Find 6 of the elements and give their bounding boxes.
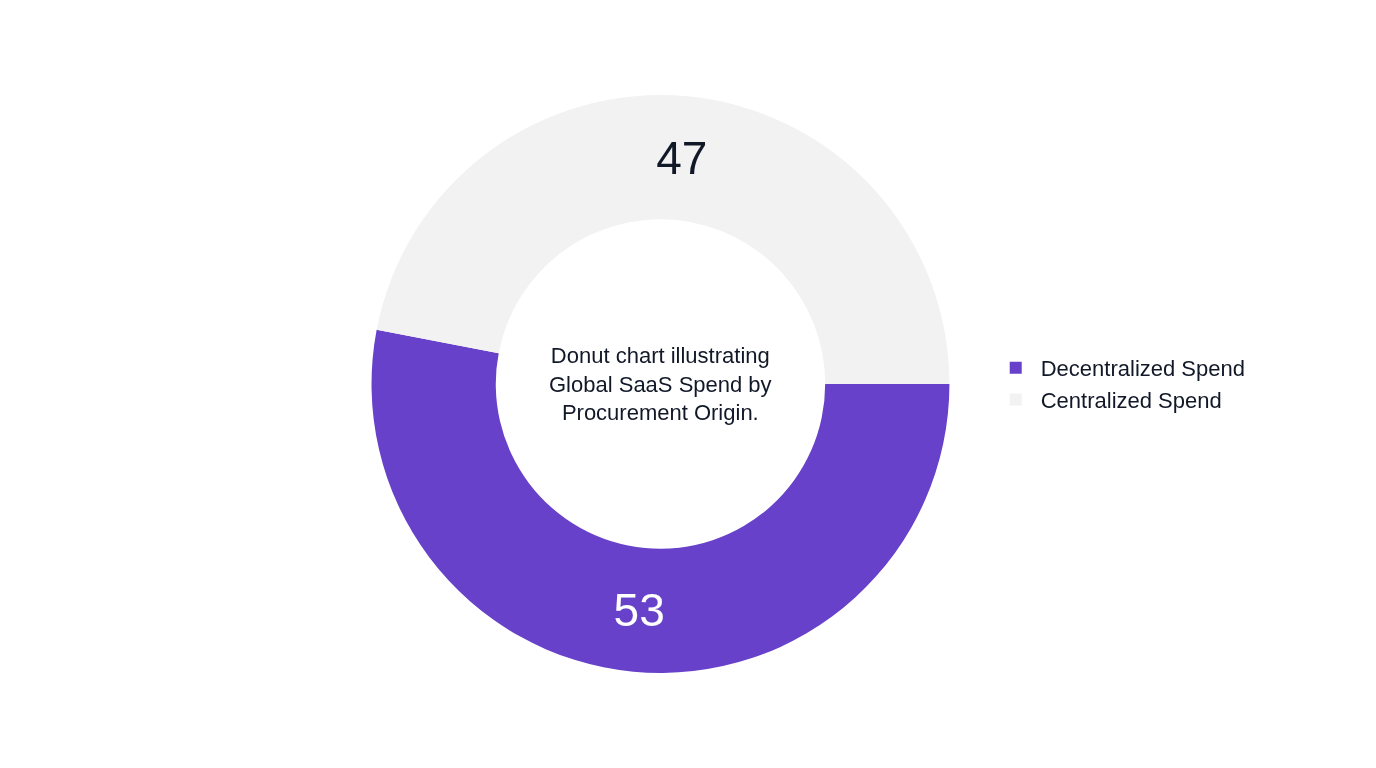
legend-label: Decentralized Spend bbox=[1040, 356, 1245, 382]
legend-label: Centralized Spend bbox=[1040, 387, 1222, 413]
text: Donut chart illustrating Global SaaS Spend by Procurement Origin. bbox=[549, 343, 772, 426]
data-label: 47 bbox=[656, 132, 708, 185]
donut-slice bbox=[372, 329, 950, 673]
data-label: 53 bbox=[613, 583, 665, 636]
